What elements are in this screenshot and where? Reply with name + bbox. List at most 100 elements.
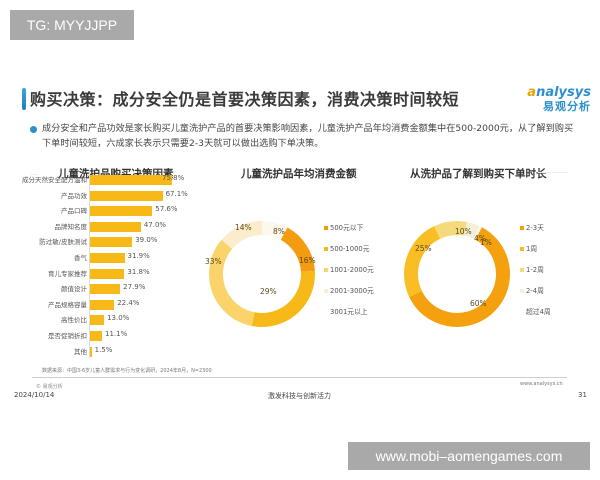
legend-item: 500-1000元	[324, 243, 370, 253]
donut-percent-label: 8%	[273, 227, 285, 236]
bar-label: 成分天然安全配方温和	[22, 176, 87, 184]
page-title: 购买决策：成分安全仍是首要决策因素，消费决策时间较短	[30, 90, 460, 109]
donut-segment	[404, 221, 510, 327]
bar-row: 颜值设计 27.9%	[20, 283, 205, 295]
bar	[90, 221, 141, 232]
bar-label: 产品口碑	[61, 207, 87, 216]
donut-percent-label: 16%	[299, 256, 316, 265]
legend-label: 1-2周	[526, 266, 544, 274]
legend-label: 1周	[526, 245, 538, 253]
report-date: 2024/10/14	[14, 391, 55, 399]
bar-value: 57.6%	[155, 205, 178, 214]
legend-item: 1001-2000元	[324, 264, 374, 274]
legend-swatch-icon	[324, 268, 328, 272]
bar-label: 产品规格容量	[48, 300, 87, 309]
bar	[90, 190, 163, 201]
donut-segment	[209, 221, 315, 327]
logo-english: analysys	[527, 85, 591, 100]
donut-percent-label: 29%	[260, 287, 277, 296]
legend-label: 2-3天	[526, 224, 544, 232]
bar-label: 高性价比	[61, 316, 87, 325]
bar-value: 75.8%	[162, 174, 185, 182]
bar	[90, 284, 121, 295]
legend-item: 超过4周	[520, 306, 551, 316]
bar-label: 其他	[74, 347, 87, 356]
bar-value: 1.5%	[94, 345, 113, 354]
legend-label: 500元以下	[330, 224, 364, 232]
bar-label: 育儿专家推荐	[48, 269, 87, 278]
donut-segment	[209, 221, 315, 327]
analysys-logo: analysys 易观分析	[525, 86, 591, 114]
bar	[90, 331, 102, 341]
donut-percent-label: 4%	[474, 234, 486, 243]
legend-label: 1001-2000元	[330, 266, 374, 274]
donut-time-title: 从洗护品了解到购买下单时长	[410, 168, 547, 180]
bar-value: 47.0%	[143, 220, 167, 229]
watermark-bottom: www.mobi–aomengames.com	[348, 442, 590, 470]
bar	[90, 315, 105, 326]
page-number: 31	[578, 391, 587, 399]
bar-value: 11.1%	[105, 330, 128, 338]
legend-swatch-icon	[520, 247, 524, 251]
legend-item: 500元以下	[324, 222, 363, 232]
donut-percent-label: 14%	[235, 223, 252, 232]
legend-swatch-icon	[520, 289, 524, 293]
donut-percent-label: 60%	[470, 299, 487, 308]
legend-item: 2-3天	[520, 222, 544, 232]
donut-time-chart	[404, 221, 510, 327]
bar-label: 香气	[74, 254, 87, 262]
footer-tagline: 激发科技与创新活力	[268, 392, 331, 400]
legend-item: 2001-3000元	[324, 285, 374, 295]
legend-label: 500-1000元	[330, 245, 370, 253]
legend-swatch-icon	[324, 226, 328, 230]
bar-row: 香气 31.9%	[20, 252, 205, 263]
website-link[interactable]: www.analysys.cn	[520, 381, 563, 387]
bar-row: 产品规格容量 22.4%	[20, 299, 205, 310]
bar	[90, 299, 115, 310]
legend-swatch-icon	[520, 310, 524, 314]
bar	[90, 175, 172, 185]
bar	[90, 268, 125, 279]
donut-percent-label: 10%	[455, 227, 472, 236]
bar-row: 是否促销折扣 11.1%	[20, 330, 205, 341]
data-source-note: 数据来源：中国3-6岁儿童人群需求与行为变化调研，2024年8月，N=2300	[42, 368, 212, 374]
legend-swatch-icon	[520, 226, 524, 230]
bar	[90, 346, 92, 357]
bar-chart-axis	[89, 170, 90, 358]
bar-row: 高性价比 13.0%	[20, 314, 205, 326]
legend-swatch-icon	[324, 247, 328, 251]
legend-item: 1-2周	[520, 264, 544, 274]
bar-row: 产品口碑 57.6%	[20, 205, 205, 217]
legend-item: 2-4周	[520, 285, 544, 295]
bar-value: 31.9%	[127, 252, 150, 260]
bar-label: 产品功效	[61, 191, 87, 200]
title-accent-bar	[22, 88, 26, 110]
donut-percent-label: 1%	[480, 238, 492, 247]
donut-segment	[209, 221, 315, 327]
title-decor-line	[538, 172, 568, 173]
bar-value: 39.0%	[135, 236, 158, 245]
legend-item: 3001元以上	[324, 306, 368, 316]
legend-swatch-icon	[324, 310, 328, 314]
bar-value: 27.9%	[123, 283, 146, 292]
bar-row: 产品功效 67.1%	[20, 190, 205, 201]
copyright: © 易观分析	[36, 384, 63, 390]
legend-item: 1周	[520, 243, 537, 253]
summary-text: 成分安全和产品功效是家长购买儿童洗护产品的首要决策影响因素，儿童洗护产品年均消费…	[42, 123, 574, 149]
bar-value: 31.8%	[127, 267, 150, 276]
bar-label: 防过敏/皮肤测试	[39, 238, 87, 247]
legend-label: 3001元以上	[330, 308, 368, 316]
bar-row: 其他 1.5%	[20, 345, 205, 357]
donut-percent-label: 33%	[205, 257, 222, 266]
donut-segment	[404, 221, 510, 327]
donut-spend-chart	[209, 221, 315, 327]
bar-row: 防过敏/皮肤测试 39.0%	[20, 236, 205, 248]
bullet-dot-icon	[30, 126, 37, 133]
legend-label: 超过4周	[526, 308, 551, 316]
bar	[90, 237, 133, 248]
bar-row: 品牌知名度 47.0%	[20, 220, 205, 232]
donut-spend-title: 儿童洗护品年均消费金额	[241, 168, 357, 180]
title-decor-line	[30, 174, 38, 175]
legend-swatch-icon	[520, 268, 524, 272]
